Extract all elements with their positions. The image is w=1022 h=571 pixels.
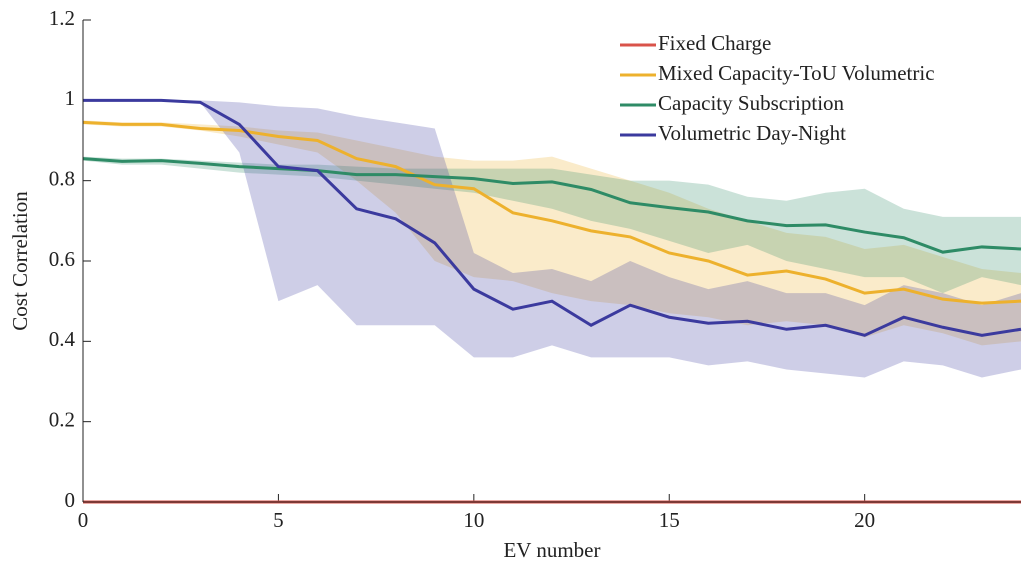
legend-label: Capacity Subscription bbox=[658, 91, 845, 115]
y-axis-label: Cost Correlation bbox=[8, 191, 32, 331]
y-tick-label: 0.2 bbox=[49, 407, 75, 431]
x-tick-label: 20 bbox=[854, 508, 875, 532]
y-tick-label: 1.2 bbox=[49, 6, 75, 30]
x-tick-label: 15 bbox=[659, 508, 680, 532]
band bbox=[83, 156, 1021, 294]
x-axis-label: EV number bbox=[503, 538, 600, 562]
legend-label: Fixed Charge bbox=[658, 31, 771, 55]
y-tick-label: 0 bbox=[65, 488, 76, 512]
x-tick-label: 5 bbox=[273, 508, 284, 532]
y-tick-label: 0.6 bbox=[49, 247, 75, 271]
y-tick-label: 0.4 bbox=[49, 327, 76, 351]
series-line bbox=[83, 98, 1022, 337]
x-tick-label: 10 bbox=[463, 508, 484, 532]
series-line bbox=[82, 120, 1022, 305]
legend-label: Mixed Capacity-ToU Volumetric bbox=[658, 61, 935, 85]
y-tick-label: 1 bbox=[65, 86, 76, 110]
y-tick-label: 0.8 bbox=[49, 166, 75, 190]
band bbox=[83, 120, 1021, 346]
x-tick-label: 0 bbox=[78, 508, 89, 532]
series-line bbox=[82, 157, 1022, 254]
legend-label: Volumetric Day-Night bbox=[658, 121, 846, 145]
